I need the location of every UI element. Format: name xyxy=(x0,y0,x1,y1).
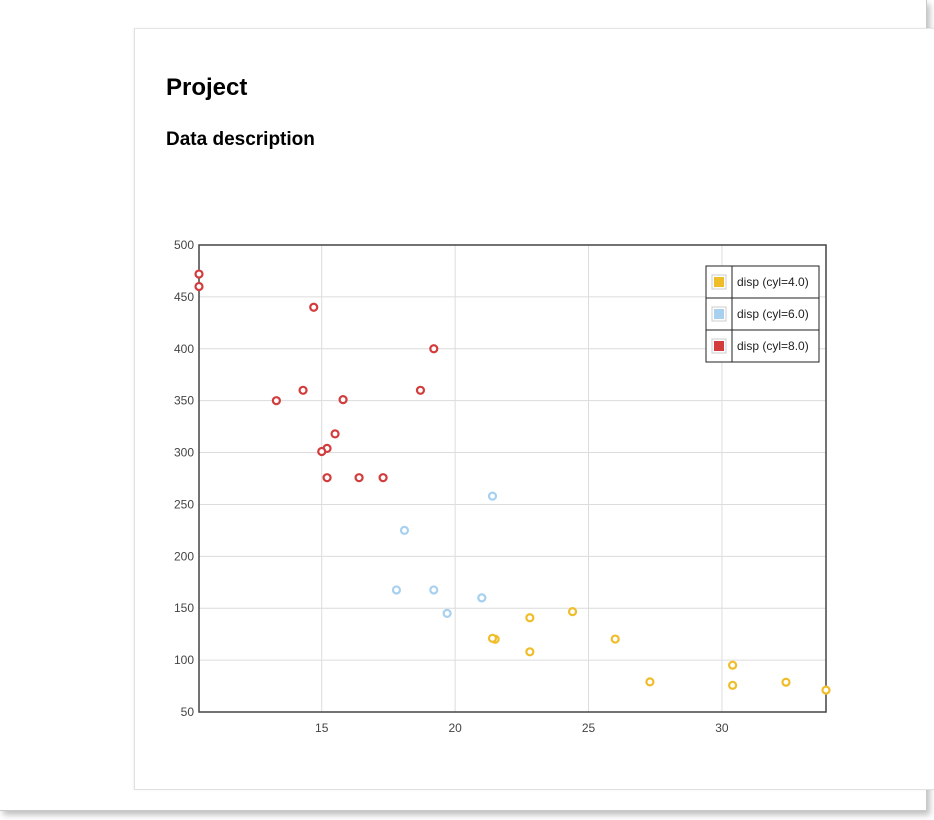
chart-gridlines xyxy=(199,245,826,712)
y-tick-label: 400 xyxy=(174,342,194,356)
data-point-series-2 xyxy=(429,585,439,595)
data-point-series-2 xyxy=(442,608,452,619)
data-point-series-3 xyxy=(429,344,439,354)
legend-swatch xyxy=(714,341,724,351)
y-tick-label: 250 xyxy=(174,497,194,511)
chart-axes: 50 100 150 200 250 300 350 400 450 500 15 20 25 30 xyxy=(174,238,827,735)
data-point-series-3 xyxy=(415,385,426,395)
data-point-series-2 xyxy=(477,593,487,603)
x-tick-label: 25 xyxy=(582,721,596,735)
data-point-series-1 xyxy=(567,607,578,617)
data-point-series-3 xyxy=(298,385,308,395)
data-point-series-2 xyxy=(391,585,402,595)
data-point-series-1 xyxy=(487,633,498,643)
data-point-series-1 xyxy=(645,677,655,687)
x-tick-label: 20 xyxy=(448,721,462,735)
x-tick-label: 30 xyxy=(715,721,729,735)
x-tick-label: 15 xyxy=(315,721,329,735)
chart-legend: disp (cyl=4.0) disp (cyl=6.0) disp (cyl=8.… xyxy=(705,265,820,363)
data-point-series-2 xyxy=(399,525,410,535)
section-title: Data description xyxy=(166,129,315,150)
data-point-series-1 xyxy=(728,680,738,690)
data-point-series-3 xyxy=(317,446,327,457)
chart-points xyxy=(194,269,831,695)
y-tick-label: 50 xyxy=(181,705,195,719)
legend-label: disp (cyl=6.0) xyxy=(737,307,809,321)
data-point-series-1 xyxy=(525,647,535,657)
data-point-series-3 xyxy=(354,473,364,483)
data-point-series-1 xyxy=(821,685,831,695)
data-point-series-1 xyxy=(728,660,738,670)
data-point-series-3 xyxy=(330,429,340,439)
plot-border xyxy=(198,244,827,713)
y-tick-label: 300 xyxy=(174,446,194,460)
y-tick-label: 100 xyxy=(174,653,194,667)
data-point-series-3 xyxy=(194,269,204,279)
data-point-series-3 xyxy=(194,281,204,292)
data-point-series-3 xyxy=(378,473,388,483)
y-tick-label: 450 xyxy=(174,290,194,304)
data-point-series-2 xyxy=(487,491,498,501)
data-point-series-3 xyxy=(271,396,281,406)
data-point-series-1 xyxy=(525,613,535,623)
data-point-series-1 xyxy=(610,634,620,644)
data-point-series-1 xyxy=(781,677,791,687)
legend-label: disp (cyl=8.0) xyxy=(737,339,809,353)
data-point-series-3 xyxy=(309,302,319,312)
legend-label: disp (cyl=4.0) xyxy=(737,275,809,289)
y-tick-label: 500 xyxy=(174,238,194,252)
y-tick-label: 150 xyxy=(174,601,194,615)
document-page: Project Data description xyxy=(134,28,934,790)
y-tick-label: 200 xyxy=(174,549,194,563)
data-point-series-3 xyxy=(338,395,348,405)
data-point-series-3 xyxy=(322,473,332,483)
page-title: Project xyxy=(166,74,248,101)
legend-swatch xyxy=(714,277,724,287)
legend-swatch xyxy=(714,309,724,319)
y-tick-label: 350 xyxy=(174,394,194,408)
